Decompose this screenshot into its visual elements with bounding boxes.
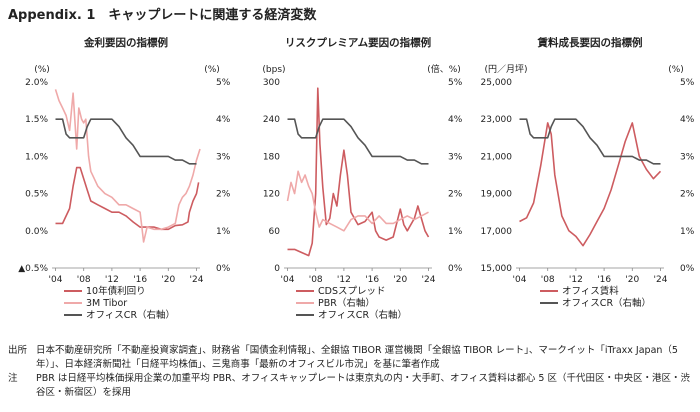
left-tick-label: 300 [263, 78, 280, 88]
right-axis-unit: (倍、%) [427, 63, 461, 75]
right-tick-label: 3% [216, 152, 231, 162]
x-tick-label: '16 [365, 275, 379, 285]
right-tick-label: 3% [448, 152, 463, 162]
x-tick-label: '20 [393, 275, 407, 285]
series-line-1 [519, 118, 661, 165]
left-axis-unit: (円／月坪) [484, 64, 527, 75]
right-tick-label: 2% [448, 190, 463, 200]
note-remark: 注 PBR は日経平均株価採用企業の加重平均 PBR、オフィスキャップレートは東… [8, 372, 694, 400]
x-tick-label: '04 [281, 275, 295, 285]
right-tick-label: 1% [680, 227, 695, 237]
left-axis-unit: (bps) [262, 65, 285, 75]
series-line-0 [287, 87, 430, 257]
series-line-1 [54, 89, 201, 243]
chart-interest-rate: 金利要因の指標例 (%) (%) 2.0% 1.5% 1.0% 0.5% 0.0% ▲0.5% 5… [0, 32, 234, 336]
series-line-2 [55, 118, 197, 165]
chart-title: 金利要因の指標例 [83, 36, 168, 49]
legend-label: オフィスCR（右軸） [318, 309, 407, 321]
series-line-1 [286, 170, 429, 232]
left-tick-label: 120 [263, 190, 280, 200]
left-tick-label: 17,000 [481, 227, 513, 237]
x-tick-label: '04 [513, 275, 527, 285]
legend-label: オフィス賃料 [562, 285, 619, 297]
left-tick-label: 25,000 [481, 78, 513, 88]
right-tick-label: 5% [680, 78, 695, 88]
note-remark-label: 注 [8, 373, 18, 384]
left-tick-label: 1.5% [25, 115, 48, 125]
right-tick-label: 4% [216, 115, 231, 125]
x-tick-label: '16 [133, 275, 147, 285]
right-tick-label: 0% [448, 264, 463, 274]
x-tick-label: '16 [597, 275, 611, 285]
x-tick-label: '12 [337, 275, 351, 285]
x-tick-label: '24 [190, 275, 204, 285]
x-tick-label: '24 [654, 275, 668, 285]
note-remark-text: PBR は日経平均株価採用企業の加重平均 PBR、オフィスキャップレートは東京丸… [36, 373, 690, 398]
right-tick-label: 3% [680, 152, 695, 162]
legend-label: 3M Tibor [86, 298, 127, 309]
x-tick-label: '04 [49, 275, 63, 285]
left-tick-label: 0.5% [25, 190, 48, 200]
right-tick-label: 1% [216, 227, 231, 237]
legend-label: オフィスCR（右軸） [86, 309, 175, 321]
x-tick-label: '12 [105, 275, 119, 285]
right-tick-label: 5% [216, 78, 231, 88]
x-tick-label: '08 [77, 275, 91, 285]
left-tick-label: 15,000 [481, 264, 513, 274]
legend-label: オフィスCR（右軸） [562, 297, 651, 309]
x-tick-label: '08 [541, 275, 555, 285]
right-tick-label: 4% [448, 115, 463, 125]
right-tick-label: 0% [680, 264, 695, 274]
chart-title: リスクプレミアム要因の指標例 [285, 36, 431, 49]
note-source-text: 日本不動産研究所「不動産投資家調査」、財務省「国債金利情報」、全銀協 TIBOR… [36, 345, 678, 370]
right-tick-label: 1% [448, 227, 463, 237]
left-tick-label: 19,000 [481, 190, 513, 200]
legend-label: CDSスプレッド [318, 286, 385, 297]
series-line-0 [519, 122, 662, 247]
note-source-label: 出所 [8, 345, 28, 356]
left-axis-unit: (%) [34, 65, 50, 75]
chart-risk-premium-svg: リスクプレミアム要因の指標例 (bps) (倍、%) 300 240 180 120 60 0 5… [262, 36, 463, 321]
x-tick-label: '08 [309, 275, 323, 285]
x-tick-label: '12 [569, 275, 583, 285]
right-axis-unit: (%) [668, 65, 684, 75]
left-tick-label: 1.0% [25, 152, 48, 162]
left-tick-label: 21,000 [481, 152, 513, 162]
left-tick-label: 240 [263, 115, 280, 125]
right-tick-label: 0% [216, 264, 231, 274]
chart-title: 賃料成長要因の指標例 [537, 36, 643, 49]
left-tick-label: 2.0% [25, 78, 48, 88]
chart-interest-rate-svg: 金利要因の指標例 (%) (%) 2.0% 1.5% 1.0% 0.5% 0.0% ▲0.5% 5… [18, 36, 231, 321]
note-source: 出所 日本不動産研究所「不動産投資家調査」、財務省「国債金利情報」、全銀協 TI… [8, 344, 694, 372]
right-tick-label: 2% [216, 190, 231, 200]
series-line-0 [55, 166, 200, 231]
x-tick-label: '20 [161, 275, 175, 285]
right-tick-label: 2% [680, 190, 695, 200]
left-tick-label: 60 [269, 227, 281, 237]
page-title: Appendix. 1 キャップレートに関連する経済変数 [8, 8, 317, 23]
left-tick-label: 23,000 [481, 115, 513, 125]
x-tick-label: '20 [625, 275, 639, 285]
chart-rent-growth: 賃料成長要因の指標例 (円／月坪) (%) 25,000 23,000 21,000 19,… [464, 32, 698, 336]
left-tick-label: ▲0.5% [18, 264, 48, 274]
right-axis-unit: (%) [204, 65, 220, 75]
legend-label: PBR（右軸） [318, 297, 375, 309]
x-tick-label: '24 [422, 275, 436, 285]
right-tick-label: 4% [680, 115, 695, 125]
chart-rent-growth-svg: 賃料成長要因の指標例 (円／月坪) (%) 25,000 23,000 21,000 19,… [481, 36, 695, 309]
left-tick-label: 0.0% [25, 227, 48, 237]
left-tick-label: 180 [263, 152, 280, 162]
right-tick-label: 5% [448, 78, 463, 88]
legend-label: 10年債利回り [86, 285, 146, 297]
notes: 出所 日本不動産研究所「不動産投資家調査」、財務省「国債金利情報」、全銀協 TI… [8, 344, 694, 400]
left-tick-label: 0 [274, 264, 280, 274]
chart-risk-premium: リスクプレミアム要因の指標例 (bps) (倍、%) 300 240 180 120 60 0 5… [232, 32, 466, 336]
series-line-2 [287, 118, 429, 165]
